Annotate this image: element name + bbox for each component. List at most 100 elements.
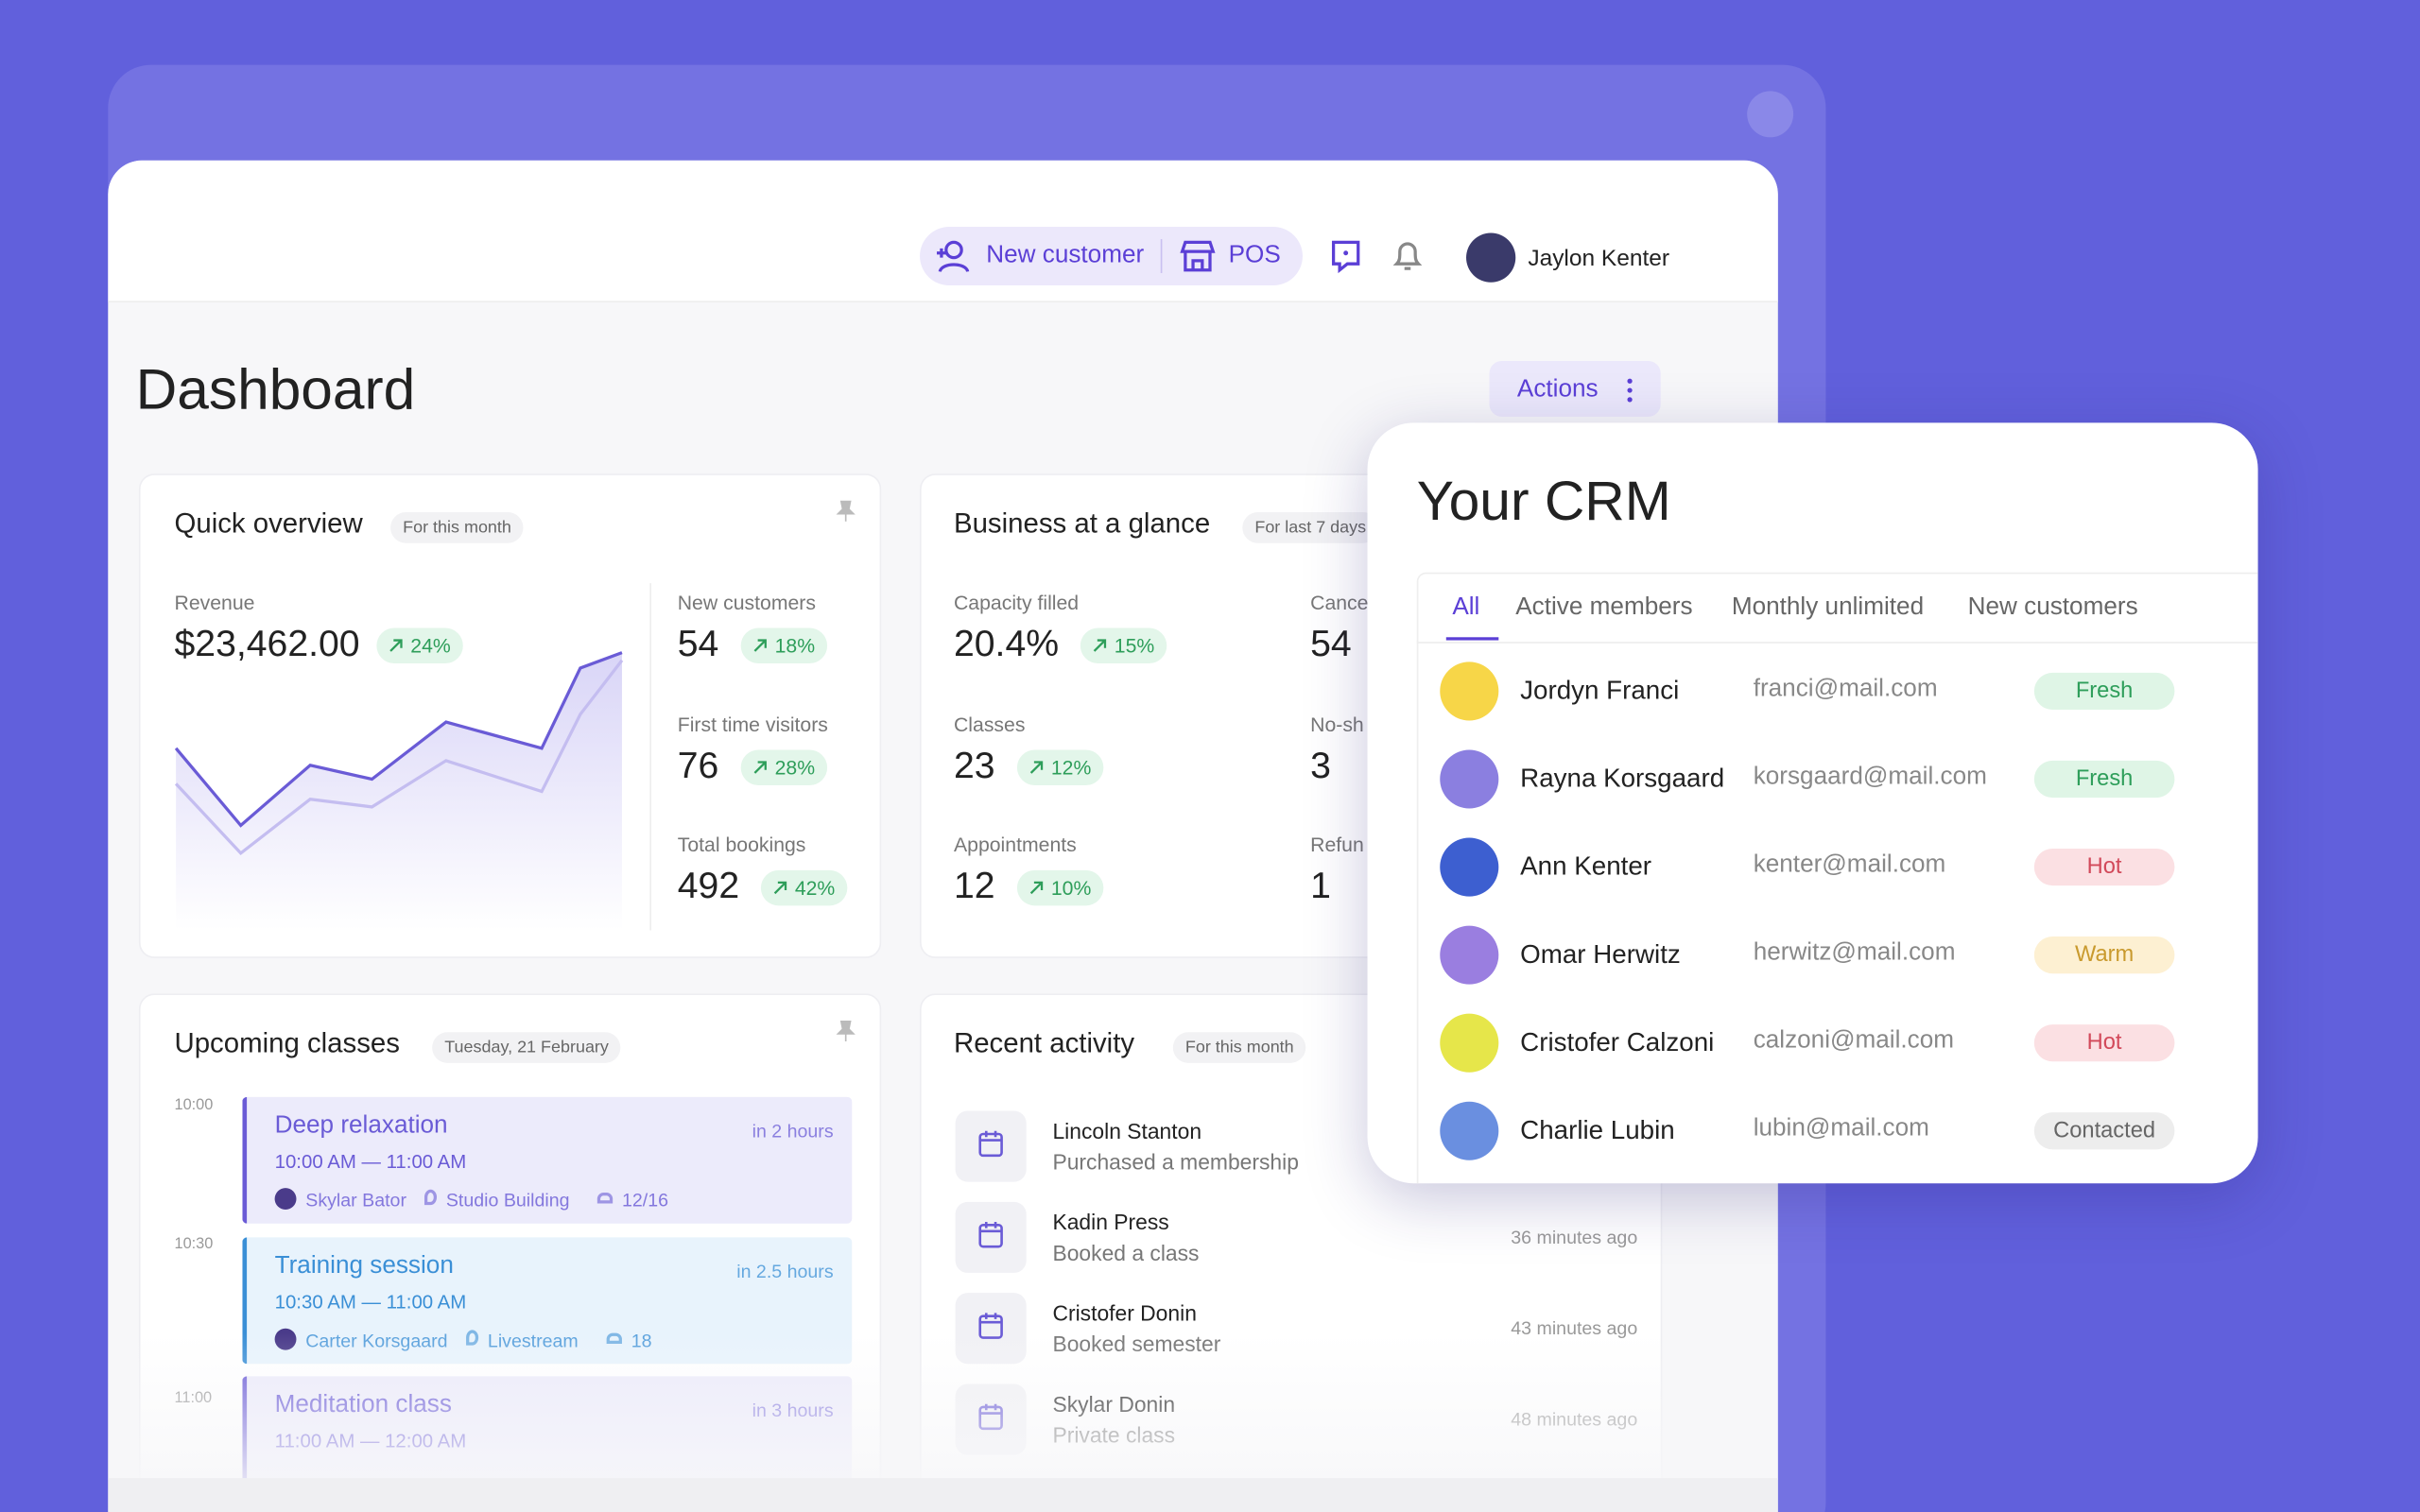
stat-value: 23	[953, 744, 995, 786]
change-text: 15%	[1114, 634, 1155, 658]
status-badge: Warm	[2033, 936, 2175, 974]
change-text: 18%	[774, 634, 816, 658]
status-badge: Fresh	[2033, 760, 2175, 799]
help-icon[interactable]	[1327, 237, 1364, 274]
contact-email: korsgaard@mail.com	[1753, 764, 1987, 790]
contact-name[interactable]: Charlie Lubin	[1520, 1115, 1675, 1145]
contact-name[interactable]: Rayna Korsgaard	[1520, 764, 1725, 794]
icon-store	[1180, 240, 1216, 272]
status-badge: Contacted	[2033, 1112, 2175, 1150]
user-avatar[interactable]	[1466, 232, 1516, 283]
header-actions: New customer POS	[920, 226, 1303, 286]
divider	[1416, 640, 1419, 1184]
bell-icon[interactable]	[1391, 237, 1425, 274]
quick-overview-card: Quick overview For this month Revenue $2…	[138, 473, 882, 958]
revenue-sparkline	[174, 651, 624, 931]
actions-button[interactable]: Actions	[1489, 361, 1661, 417]
stat-label: Refun	[1310, 833, 1364, 857]
arrow-icon	[1029, 760, 1044, 773]
date-badge: Tuesday, 21 February	[432, 1032, 621, 1063]
activity-name[interactable]: Kadin Press	[1052, 1209, 1169, 1235]
activity-time: 36 minutes ago	[1511, 1226, 1638, 1248]
stat-change: 28%	[740, 748, 828, 785]
activity-name[interactable]: Cristofer Donin	[1052, 1300, 1197, 1326]
class-name[interactable]: Deep relaxation	[274, 1112, 448, 1139]
status-badge: Hot	[2033, 1024, 2175, 1062]
stat-label: Total bookings	[677, 833, 806, 857]
stat-change: 12%	[1016, 748, 1104, 785]
pin-icon[interactable]	[835, 1020, 856, 1042]
icon-add-user	[937, 240, 970, 273]
class-eta: in 2.5 hours	[736, 1260, 834, 1282]
fade	[108, 1332, 1778, 1480]
stat-label: Cance	[1310, 591, 1369, 614]
stat-label: No-sh	[1310, 712, 1364, 735]
card-title: Upcoming classes	[174, 1027, 400, 1058]
contact-avatar[interactable]	[1440, 749, 1499, 809]
change-text: 28%	[774, 755, 816, 779]
kebab-icon	[1627, 378, 1633, 403]
arrow-icon	[773, 881, 787, 895]
capacity: 12/16	[621, 1189, 668, 1211]
contact-avatar[interactable]	[1440, 1101, 1499, 1160]
class-eta: in 2 hours	[752, 1120, 834, 1143]
page-title: Dashboard	[135, 357, 416, 421]
window-dot	[1747, 91, 1794, 138]
arrow-icon	[753, 760, 767, 773]
contact-email: lubin@mail.com	[1753, 1115, 1929, 1143]
change-text: 10%	[1050, 876, 1092, 900]
contact-name[interactable]: Jordyn Franci	[1520, 676, 1680, 706]
footer-strip	[108, 1478, 1778, 1512]
pos-button[interactable]: POS	[1228, 242, 1281, 269]
class-name[interactable]: Training session	[274, 1252, 454, 1280]
contact-avatar[interactable]	[1440, 1013, 1499, 1073]
change-text: 12%	[1050, 755, 1092, 779]
stat-change: 42%	[760, 869, 848, 906]
stat-value: 3	[1310, 744, 1331, 786]
crm-tab[interactable]: All	[1452, 593, 1480, 621]
contact-name[interactable]: Omar Herwitz	[1520, 939, 1681, 970]
contact-avatar[interactable]	[1440, 662, 1499, 721]
crm-tab[interactable]: Monthly unlimited	[1731, 593, 1925, 621]
card-title: Quick overview	[174, 507, 363, 539]
contact-name[interactable]: Cristofer Calzoni	[1520, 1027, 1715, 1057]
contact-avatar[interactable]	[1440, 837, 1499, 897]
stat-value: 492	[677, 865, 740, 907]
stat-value: 12	[953, 865, 995, 907]
period-badge: For last 7 days	[1242, 512, 1379, 543]
revenue-change: 24%	[376, 627, 463, 664]
instructor-avatar	[274, 1188, 297, 1210]
location-icon	[424, 1189, 438, 1206]
stat-value: 54	[1310, 623, 1352, 665]
stat-label: First time visitors	[677, 712, 828, 735]
status-badge: Hot	[2033, 848, 2175, 886]
class-time: 10:00 AM — 11:00 AM	[274, 1150, 467, 1173]
change-text: 42%	[794, 876, 836, 900]
divider	[649, 583, 651, 931]
location: Studio Building	[445, 1189, 570, 1211]
activity-name[interactable]: Lincoln Stanton	[1052, 1118, 1202, 1143]
contact-avatar[interactable]	[1440, 925, 1499, 985]
new-customer-button[interactable]: New customer	[986, 242, 1145, 269]
card-title: Business at a glance	[953, 507, 1211, 539]
stat-change: 10%	[1016, 869, 1104, 906]
crm-title: Your CRM	[1416, 469, 1671, 533]
stat-value: 1	[1310, 865, 1331, 907]
activity-action: Booked a class	[1052, 1240, 1200, 1265]
stat-value: 54	[677, 623, 719, 665]
stat-label: Capacity filled	[953, 591, 1080, 614]
contact-name[interactable]: Ann Kenter	[1520, 851, 1652, 882]
arrow-icon	[1093, 639, 1107, 652]
capacity-icon	[596, 1193, 614, 1204]
crm-tab[interactable]: Active members	[1515, 593, 1693, 621]
status-badge: Fresh	[2033, 672, 2175, 711]
change-text: 24%	[410, 634, 451, 658]
tab-bar: All Active members Monthly unlimited New cu…	[1416, 572, 2258, 644]
class-time: 10:30 AM — 11:00 AM	[274, 1291, 467, 1314]
period-badge: For this month	[390, 512, 524, 543]
divider	[1160, 239, 1163, 273]
contact-email: calzoni@mail.com	[1753, 1027, 1955, 1055]
crm-tab[interactable]: New customers	[1967, 593, 2138, 621]
stat-label: Classes	[953, 712, 1026, 735]
pin-icon[interactable]	[835, 500, 856, 522]
